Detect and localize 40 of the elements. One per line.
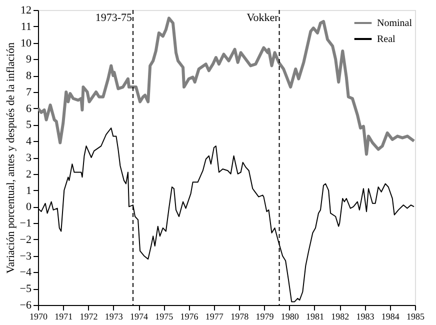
y-tick-label: 9	[26, 54, 32, 66]
y-tick-label: 7	[26, 86, 32, 98]
y-tick-label: 10	[20, 37, 32, 50]
x-tick-label: 1982	[331, 312, 350, 322]
y-tick-label: 6	[26, 102, 32, 115]
y-tick-label: 1	[26, 184, 32, 197]
y-tick-label: −4	[20, 266, 32, 279]
y-tick-label: 2	[26, 168, 32, 180]
y-tick-label: −2	[20, 234, 32, 246]
legend-label: Real	[377, 34, 396, 45]
x-tick-label: 1984	[381, 312, 400, 322]
annotation: 1973-75	[95, 12, 132, 24]
x-tick-label: 1980	[280, 312, 300, 322]
x-tick-label: 1985	[406, 312, 425, 322]
x-tick-label: 1979	[256, 312, 274, 322]
y-tick-label: 0	[26, 201, 32, 214]
x-tick-label: 1972	[80, 312, 98, 322]
legend-label: Nominal	[377, 18, 412, 29]
y-tick-label: −5	[20, 283, 32, 296]
x-tick-label: 1977	[205, 312, 224, 322]
x-tick-label: 1971	[54, 312, 73, 322]
y-axis-title: Variación porcentual, antes y después de la inflación	[4, 42, 17, 274]
x-tick-label: 1970	[30, 312, 48, 322]
y-tick-label: 8	[26, 70, 32, 82]
x-tick-label: 1973	[104, 312, 124, 322]
y-tick-label: 12	[20, 4, 32, 16]
x-tick-label: 1974	[130, 312, 149, 322]
y-tick-label: −3	[20, 250, 32, 262]
y-tick-label: 5	[26, 119, 32, 132]
x-tick-label: 1976	[180, 312, 199, 322]
y-tick-label: 3	[26, 152, 32, 164]
x-tick-label: 1975	[155, 312, 174, 322]
x-tick-label: 1981	[306, 312, 324, 322]
ref-line-label: Vokker	[246, 12, 279, 24]
y-tick-label: 4	[26, 136, 32, 148]
x-tick-label: 1978	[230, 312, 250, 322]
x-tick-label: 1983	[356, 312, 375, 322]
y-tick-label: 11	[20, 20, 32, 33]
y-tick-label: −6	[20, 300, 32, 312]
y-tick-label: −1	[20, 218, 32, 230]
